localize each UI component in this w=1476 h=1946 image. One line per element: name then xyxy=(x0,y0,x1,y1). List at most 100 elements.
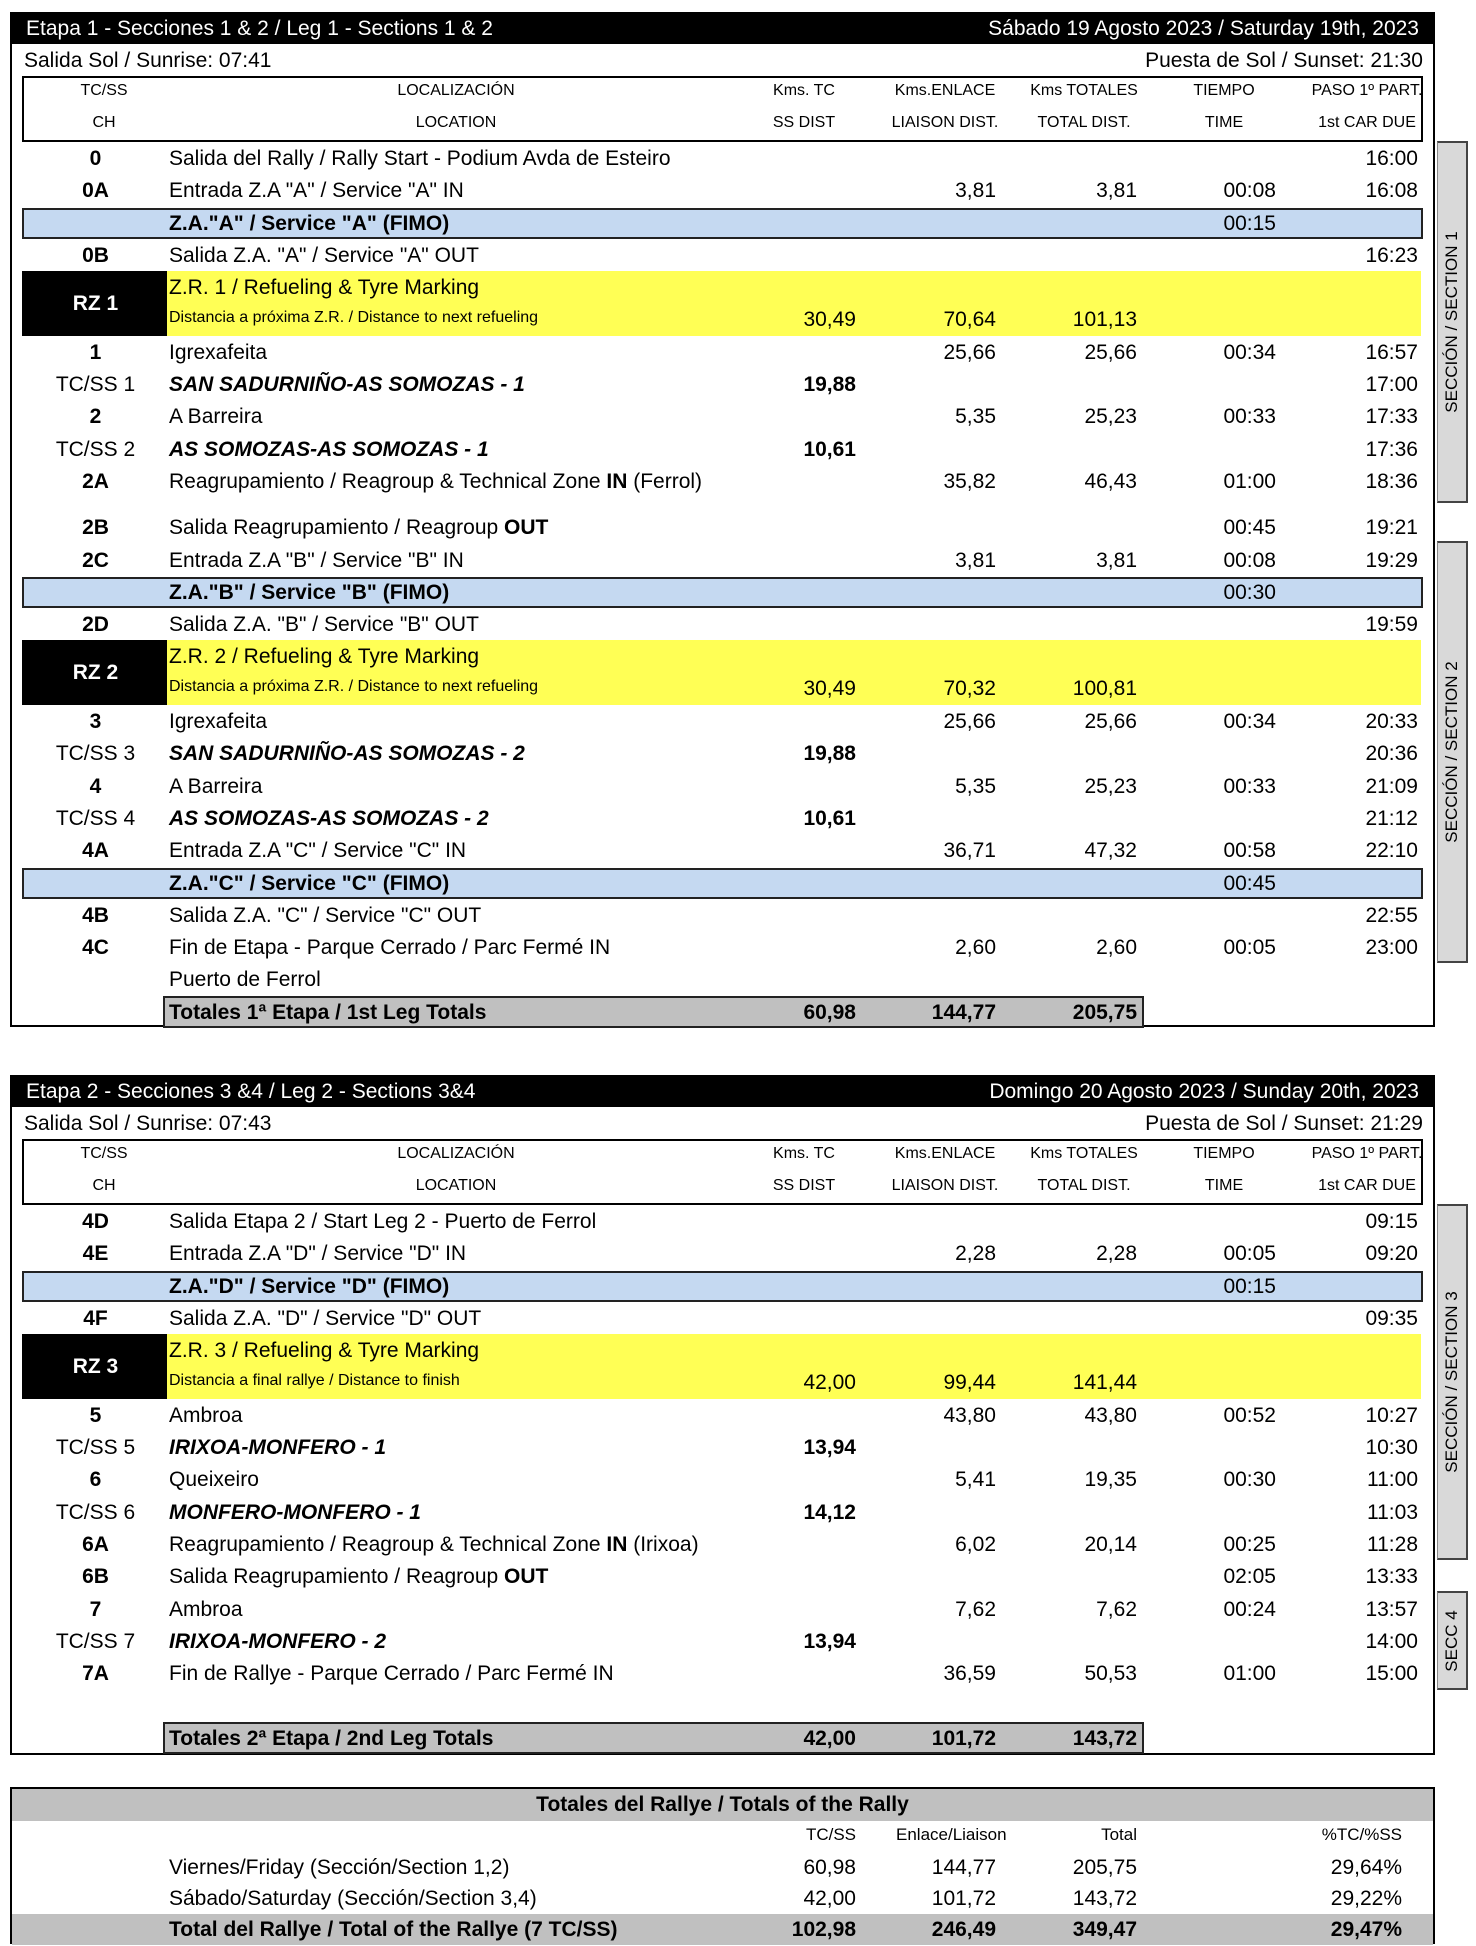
location-text: AS SOMOZAS-AS SOMOZAS - 1 xyxy=(169,437,489,461)
row-tot: 205,75 xyxy=(1072,1856,1137,1879)
ss-distance: 30,49 xyxy=(803,308,856,332)
row-label: Sábado/Saturday (Sección/Section 3,4) xyxy=(169,1887,537,1910)
first-car-due: 16:08 xyxy=(1365,179,1418,203)
target-time: 00:34 xyxy=(1223,340,1276,364)
control-id: 5 xyxy=(89,1403,102,1427)
row-tc: 60,98 xyxy=(803,1856,856,1879)
location-emphasis: OUT xyxy=(504,516,549,540)
service-zone-row: Z.A."C" / Service "C" (FIMO) 00:45 xyxy=(12,867,1433,899)
ss-distance: 42,00 xyxy=(803,1726,856,1750)
control-id: 0B xyxy=(82,243,109,267)
refuel-zone-row: RZ 1 Z.R. 1 / Refueling & Tyre Marking Dis… xyxy=(12,271,1433,336)
first-car-due: 16:57 xyxy=(1365,340,1418,364)
first-car-due: 14:00 xyxy=(1365,1629,1418,1653)
control-id: TC/SS 2 xyxy=(55,437,136,461)
location-text: A Barreira xyxy=(169,774,263,798)
column-header-ch: CH xyxy=(92,1177,116,1194)
location: Reagrupamiento / Reagroup & Technical Zo… xyxy=(169,1533,699,1557)
leg-2-table: Etapa 2 - Secciones 3 &4 / Leg 2 - Secti… xyxy=(10,1075,1435,1755)
location-text: Puerto de Ferrol xyxy=(169,968,321,992)
location-text: Ambroa xyxy=(169,1403,243,1427)
location: Entrada Z.A "B" / Service "B" IN xyxy=(169,549,464,573)
table-row: TC/SS 1 SAN SADURNIÑO-AS SOMOZAS - 1 19,88… xyxy=(12,368,1433,400)
control-id: TC/SS 4 xyxy=(55,806,136,830)
refuel-distance-label: Distancia a próxima Z.R. / Distance to n… xyxy=(169,678,539,696)
location: Entrada Z.A "D" / Service "D" IN xyxy=(169,1242,466,1266)
liaison-distance: 25,66 xyxy=(943,340,996,364)
ss-distance: 19,88 xyxy=(803,742,856,766)
control-id: TC/SS 5 xyxy=(55,1436,136,1460)
table-row: 4F Salida Z.A. "D" / Service "D" OUT 09:35 xyxy=(12,1302,1433,1334)
table-row: 7 Ambroa 7,62 7,62 00:24 13:57 xyxy=(12,1593,1433,1625)
location-text: Queixeiro xyxy=(169,1468,259,1492)
control-id: 7A xyxy=(82,1662,109,1686)
service-zone-background xyxy=(22,1270,1423,1302)
row-enl: 144,77 xyxy=(931,1856,996,1879)
location: Totales 1ª Etapa / 1st Leg Totals xyxy=(169,1001,486,1025)
first-car-due: 16:00 xyxy=(1365,147,1418,170)
location-text: IRIXOA-MONFERO - 2 xyxy=(169,1629,387,1653)
table-row: TC/SS 7 IRIXOA-MONFERO - 2 13,94 14:00 xyxy=(12,1625,1433,1657)
location-text: A Barreira xyxy=(169,405,263,429)
location-text: Ambroa xyxy=(169,1597,243,1621)
column-header-due: 1st CAR DUE xyxy=(1318,1177,1416,1194)
location-text: Salida Etapa 2 / Start Leg 2 - Puerto de… xyxy=(169,1210,597,1233)
location: Totales 2ª Etapa / 2nd Leg Totals xyxy=(169,1727,493,1751)
location: Igrexafeita xyxy=(169,341,267,365)
target-time: 02:05 xyxy=(1223,1565,1276,1589)
liaison-distance: 3,81 xyxy=(955,548,996,572)
location-text: Z.A."B" / Service "B" (FIMO) xyxy=(169,580,450,604)
control-id: RZ 1 xyxy=(72,292,119,316)
table-row: 4C Fin de Etapa - Parque Cerrado / Parc F… xyxy=(12,931,1433,963)
target-time: 00:05 xyxy=(1223,1242,1276,1266)
control-id: RZ 2 xyxy=(72,661,119,685)
ss-distance: 42,00 xyxy=(803,1371,856,1395)
table-row: Viernes/Friday (Sección/Section 1,2) 60,… xyxy=(12,1852,1433,1883)
column-header-time: TIEMPO xyxy=(1193,1145,1255,1162)
table-row: TC/SS 6 MONFERO-MONFERO - 1 14,12 11:03 xyxy=(12,1496,1433,1528)
sun-times: Salida Sol / Sunrise: 07:41 Puesta de Sol… xyxy=(12,44,1433,76)
liaison-distance: 25,66 xyxy=(943,710,996,734)
control-id: 6B xyxy=(82,1565,109,1589)
table-row: 4E Entrada Z.A "D" / Service "D" IN 2,28 2,… xyxy=(12,1237,1433,1269)
liaison-distance: 5,35 xyxy=(955,405,996,429)
location: Salida Reagrupamiento / Reagroup OUT xyxy=(169,1565,548,1589)
location-text: Salida Z.A. "B" / Service "B" OUT xyxy=(169,613,479,637)
location-text: Salida Z.A. "A" / Service "A" OUT xyxy=(169,243,479,267)
total-distance: 143,72 xyxy=(1072,1726,1137,1750)
table-row: TC/SS 3 SAN SADURNIÑO-AS SOMOZAS - 2 19,88… xyxy=(12,737,1433,769)
location: Z.R. 3 / Refueling & Tyre Marking xyxy=(169,1339,479,1363)
location: Z.A."A" / Service "A" (FIMO) xyxy=(169,212,449,236)
table-row: 4A Entrada Z.A "C" / Service "C" IN 36,71 4… xyxy=(12,834,1433,866)
total-distance: 25,23 xyxy=(1084,774,1137,798)
totals-background xyxy=(163,1721,1144,1754)
control-id: 0 xyxy=(89,147,102,170)
section-label: SECCIÓN / SECTION 1 xyxy=(1442,231,1461,413)
refuel-zone-background xyxy=(167,1334,1421,1399)
service-zone-row: Z.A."B" / Service "B" (FIMO) 00:30 xyxy=(12,576,1433,608)
section-3-tab: SECCIÓN / SECTION 3 xyxy=(1437,1204,1468,1560)
liaison-distance: 43,80 xyxy=(943,1403,996,1427)
table-row: 6B Salida Reagrupamiento / Reagroup OUT 02… xyxy=(12,1560,1433,1592)
table-row: TC/SS 2 AS SOMOZAS-AS SOMOZAS - 1 10,61 17:… xyxy=(12,433,1433,465)
row-tot: 349,47 xyxy=(1072,1918,1137,1941)
column-header-time: TIME xyxy=(1204,114,1244,131)
control-id: 2B xyxy=(82,516,109,540)
section-4-tab: SECC 4 xyxy=(1437,1591,1468,1690)
location: Salida Z.A. "C" / Service "C" OUT xyxy=(169,904,481,928)
control-id: 2A xyxy=(82,469,109,493)
target-time: 00:25 xyxy=(1223,1532,1276,1556)
section-label: SECCIÓN / SECTION 3 xyxy=(1442,1291,1461,1473)
table-row: 0 Salida del Rally / Rally Start - Podium… xyxy=(12,142,1433,174)
header-tot: Total xyxy=(1101,1825,1137,1844)
column-header-enl: Kms.ENLACE xyxy=(894,1145,996,1162)
location: Igrexafeita xyxy=(169,710,267,734)
location: AS SOMOZAS-AS SOMOZAS - 2 xyxy=(169,807,489,831)
control-id: 3 xyxy=(89,710,102,734)
location: Z.R. 2 / Refueling & Tyre Marking xyxy=(169,645,479,669)
first-car-due: 19:29 xyxy=(1365,548,1418,572)
liaison-distance: 99,44 xyxy=(943,1371,996,1395)
location: Salida del Rally / Rally Start - Podium … xyxy=(169,147,671,171)
target-time: 00:45 xyxy=(1223,516,1276,540)
column-header-ch: TC/SS xyxy=(80,82,128,99)
